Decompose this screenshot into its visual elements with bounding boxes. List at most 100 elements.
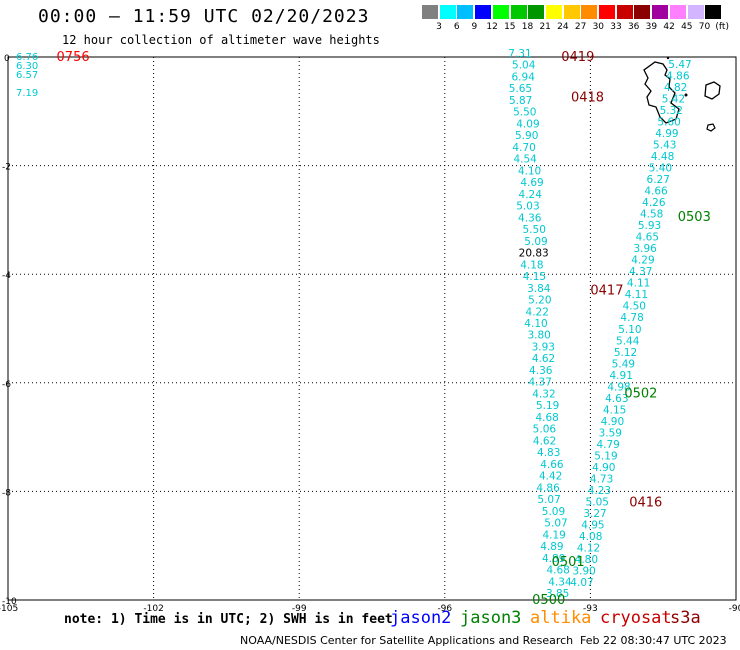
- track-a-value: 5.19: [536, 400, 559, 412]
- track-a-value: 5.07: [544, 518, 567, 530]
- track-b-value: 4.80: [575, 554, 598, 566]
- scale-swatch: [652, 5, 669, 19]
- track-a-value: 3.85: [546, 588, 569, 600]
- track-a-value: 20.83: [519, 248, 549, 260]
- track-a-value: 5.50: [513, 107, 536, 119]
- track-b-value: 5.10: [618, 324, 641, 336]
- island-outline: [706, 123, 716, 132]
- scale-label: 30: [592, 22, 605, 32]
- generated-timestamp: Feb 22 08:30:47 UTC 2023: [580, 634, 727, 647]
- track-a-value: 5.09: [542, 506, 565, 518]
- track-b-value: 4.65: [636, 232, 659, 244]
- track-b-value: 5.44: [616, 335, 640, 347]
- track-a-value: 4.66: [540, 459, 564, 471]
- track-b-value: 4.86: [666, 71, 690, 83]
- lat-tick-label: -6: [2, 380, 11, 390]
- track-b-value: 4.99: [655, 128, 678, 140]
- scale-swatch: [634, 5, 651, 19]
- scale-label: 27: [574, 22, 587, 32]
- track-a-value: 4.36: [529, 365, 553, 377]
- track-a-value: 6.94: [512, 71, 536, 83]
- scale-label: 36: [627, 22, 640, 32]
- track-b-value: 5.49: [612, 358, 635, 370]
- scale-swatch: [439, 5, 456, 19]
- track-a-value: 5.06: [533, 424, 557, 436]
- scale-label: 39: [645, 22, 658, 32]
- track-a-value: 4.32: [532, 388, 555, 400]
- track-b-value: 4.48: [651, 151, 674, 163]
- pass-time-label: 0418: [571, 91, 604, 106]
- track-a-value: 3.93: [532, 341, 555, 353]
- scale-swatch: [687, 5, 704, 19]
- track-b-value: 4.73: [590, 473, 613, 485]
- lon-tick-label: -93: [583, 604, 598, 614]
- track-a-value: 5.04: [512, 60, 536, 72]
- track-b-value: 4.15: [603, 404, 626, 416]
- legend-item-cryosat: cryosat: [600, 608, 672, 628]
- island-dot: [684, 93, 688, 97]
- scale-label: 6: [453, 22, 460, 32]
- track-b-value: 5.43: [653, 140, 676, 152]
- track-b-value: 4.95: [581, 519, 604, 531]
- track-a-value: 4.24: [519, 189, 543, 201]
- track-b-value: 6.27: [647, 174, 670, 186]
- west-track-value: 6.57: [16, 70, 38, 81]
- lat-tick-label: -4: [2, 271, 11, 281]
- track-b-value: 5.19: [594, 450, 617, 462]
- track-a-value: 4.10: [518, 165, 541, 177]
- track-b-value: 5.93: [638, 220, 661, 232]
- island-dot: [666, 56, 670, 60]
- pass-time-label: 0419: [561, 50, 594, 65]
- scale-label: 3: [436, 22, 442, 32]
- track-a-value: 4.09: [516, 118, 539, 130]
- track-b-value: 5.60: [657, 117, 680, 129]
- scale-swatch: [492, 5, 509, 19]
- track-a-value: 5.07: [537, 494, 560, 506]
- track-b-value: 4.58: [640, 209, 663, 221]
- legend-item-jason2: jason2: [390, 608, 452, 628]
- track-b-value: 4.63: [605, 393, 628, 405]
- scale-label: 45: [681, 22, 693, 32]
- track-b-value: 4.11: [627, 278, 650, 290]
- pass-time-label: 0503: [678, 210, 711, 225]
- scale-swatch: [616, 5, 633, 19]
- track-a-value: 7.31: [508, 48, 531, 60]
- track-b-value: 5.47: [668, 59, 691, 71]
- lat-tick-label: -10: [2, 597, 17, 607]
- track-b-value: 3.59: [599, 427, 622, 439]
- island-outline: [704, 81, 721, 100]
- track-a-value: 4.22: [526, 306, 549, 318]
- scale-swatch: [581, 5, 598, 19]
- track-a-value: 4.69: [520, 177, 543, 189]
- scale-swatch: [510, 5, 527, 19]
- scale-label: 9: [471, 22, 478, 32]
- track-b-value: 5.05: [586, 496, 609, 508]
- west-track-value: 7.19: [16, 88, 38, 99]
- lat-tick-label: 0: [4, 54, 10, 64]
- track-b-value: 4.07: [570, 577, 593, 589]
- track-a-value: 4.83: [537, 447, 560, 459]
- scale-label: 33: [610, 22, 622, 32]
- track-b-value: 4.98: [607, 381, 630, 393]
- track-b-value: 4.37: [629, 266, 652, 278]
- track-b-value: 3.27: [583, 508, 606, 520]
- scale-swatch: [705, 5, 722, 19]
- track-a-value: 4.68: [535, 412, 558, 424]
- track-a-value: 4.42: [539, 471, 562, 483]
- pass-time-label: 0756: [57, 50, 90, 65]
- lon-tick-label: -105: [0, 604, 18, 614]
- map-title: 00:00 – 11:59 UTC 02/20/2023: [38, 6, 370, 27]
- track-a-value: 4.89: [542, 553, 565, 565]
- scale-label: 70: [698, 22, 711, 32]
- track-b-value: 4.12: [577, 542, 600, 554]
- west-track-value: 6.30: [16, 61, 38, 72]
- legend-item-s3a: s3a: [670, 608, 701, 628]
- track-a-value: 4.37: [529, 377, 552, 389]
- map-subtitle: 12 hour collection of altimeter wave hei…: [62, 33, 380, 47]
- track-a-value: 4.36: [518, 212, 542, 224]
- track-a-value: 4.10: [524, 318, 547, 330]
- track-b-value: 4.08: [579, 531, 602, 543]
- track-a-value: 5.09: [524, 236, 547, 248]
- track-a-value: 5.20: [528, 295, 551, 307]
